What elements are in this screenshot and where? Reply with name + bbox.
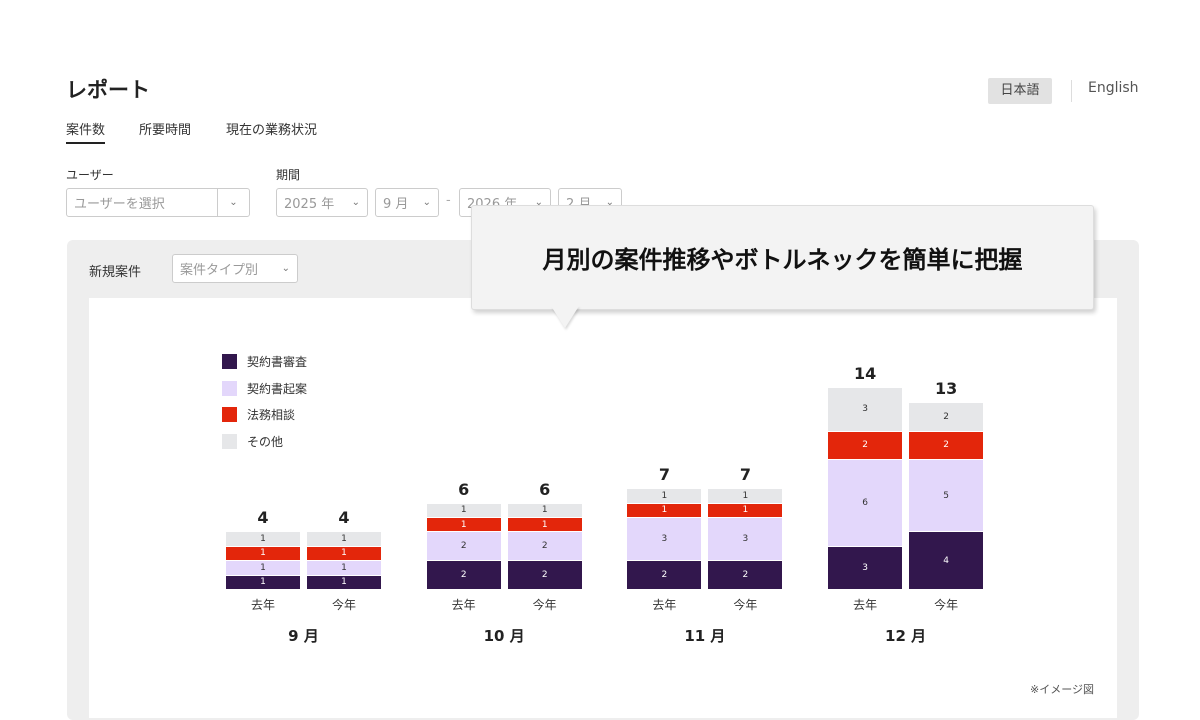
bar-segment: 3	[828, 388, 903, 432]
language-divider	[1071, 80, 1072, 102]
bar-total-label: 4	[338, 508, 350, 528]
bar-segment: 1	[708, 489, 783, 504]
bar-total-label: 14	[853, 364, 877, 384]
bar-segment: 2	[627, 561, 702, 590]
month-label: 11 月	[684, 627, 726, 645]
bar-segment: 1	[426, 518, 501, 533]
bar-year-label: 今年	[934, 598, 959, 612]
legend-swatch	[222, 407, 237, 422]
bar-year-label: 去年	[451, 598, 476, 612]
bar-segment: 1	[226, 532, 300, 547]
bar-segment: 1	[708, 503, 783, 518]
bar-segment: 5	[909, 460, 984, 533]
bar-segment: 2	[507, 561, 582, 590]
bar-year-label: 去年	[652, 598, 677, 612]
bar-year-label: 今年	[733, 598, 758, 612]
legend-label: 契約書起案	[247, 381, 308, 396]
bar-segment: 1	[226, 575, 300, 590]
bar-total-label: 6	[539, 479, 551, 499]
bar-segment: 1	[307, 575, 381, 590]
legend-item: 契約書審査	[222, 353, 307, 370]
chevron-down-icon: ⌄	[534, 197, 543, 208]
period-label: 期間	[276, 168, 301, 182]
bar-year-label: 今年	[331, 598, 356, 612]
bar-segment: 3	[828, 546, 903, 590]
bar-segment: 2	[909, 431, 984, 461]
bar-segment: 3	[627, 518, 702, 562]
bar-segment: 2	[426, 561, 501, 590]
bar-segment: 2	[708, 561, 783, 590]
chevron-down-icon: ⌄	[422, 197, 431, 208]
legend-item: 契約書起案	[222, 380, 307, 397]
user-label: ユーザー	[66, 168, 114, 182]
bar-total-label: 6	[458, 479, 470, 499]
legend-swatch	[222, 380, 237, 396]
bar-year-label: 去年	[250, 598, 275, 612]
tab-case-count[interactable]: 案件数	[66, 119, 106, 144]
bar-segment: 6	[828, 460, 903, 547]
bar-segment: 2	[828, 431, 903, 461]
callout-pointer	[551, 306, 579, 328]
bar-segment: 1	[226, 546, 300, 562]
bar-total-label: 4	[257, 508, 269, 528]
month-label: 12 月	[885, 627, 927, 645]
callout-banner: 月別の案件推移やボトルネックを簡単に把握	[471, 205, 1094, 310]
bar-segment: 1	[307, 546, 381, 562]
legend-label: 契約書審査	[247, 355, 308, 369]
start-year-select[interactable]: 2025 年 ⌄	[276, 188, 368, 217]
bar-segment: 2	[507, 532, 582, 562]
month-label: 9 月	[288, 627, 319, 645]
image-note: ※イメージ図	[1030, 683, 1094, 696]
tab-duration[interactable]: 所要時間	[139, 123, 192, 138]
bar-segment: 2	[426, 532, 501, 562]
user-placeholder: ユーザーを選択	[74, 197, 165, 212]
bar-segment: 1	[507, 518, 582, 533]
bar-segment: 1	[307, 561, 381, 576]
bar-segment: 4	[909, 532, 984, 590]
bar-year-label: 今年	[532, 598, 557, 612]
bar-segment: 3	[708, 518, 783, 562]
tab-current-status[interactable]: 現在の業務状況	[226, 123, 318, 138]
chevron-down-icon[interactable]: ⌄	[217, 189, 249, 216]
chevron-down-icon: ⌄	[605, 197, 614, 208]
legend-swatch	[222, 354, 237, 369]
language-japanese-button[interactable]: 日本語	[988, 78, 1052, 104]
bar-segment: 2	[909, 402, 984, 432]
bar-segment: 1	[507, 503, 582, 518]
page-title: レポート	[66, 78, 150, 102]
language-english-button[interactable]: English	[1088, 80, 1139, 96]
case-type-value: 案件タイプ別	[180, 263, 259, 278]
legend-item: 法務相談	[222, 406, 295, 423]
bar-segment: 1	[627, 489, 702, 504]
user-select[interactable]: ユーザーを選択 ⌄	[66, 188, 250, 217]
start-month-select[interactable]: 9 月 ⌄	[375, 188, 439, 217]
legend-label: 法務相談	[247, 408, 296, 422]
bar-total-label: 7	[739, 465, 751, 485]
start-month-value: 9 月	[383, 197, 409, 212]
month-label: 10 月	[483, 627, 525, 645]
bar-segment: 1	[426, 503, 501, 518]
bar-year-label: 去年	[853, 598, 878, 612]
bar-total-label: 7	[658, 465, 670, 485]
bar-segment: 1	[226, 561, 300, 576]
start-year-value: 2025 年	[284, 197, 335, 212]
case-type-select[interactable]: 案件タイプ別 ⌄	[172, 254, 298, 283]
legend-label: その他	[247, 434, 284, 449]
bar-segment: 1	[627, 503, 702, 518]
bar-total-label: 13	[934, 378, 958, 398]
period-separator: -	[446, 193, 451, 208]
chevron-down-icon: ⌄	[351, 197, 360, 208]
card-title: 新規案件	[89, 265, 142, 280]
chevron-down-icon: ⌄	[281, 263, 290, 274]
bar-segment: 1	[307, 532, 381, 547]
legend-item: その他	[222, 433, 283, 450]
legend-swatch	[222, 433, 237, 449]
